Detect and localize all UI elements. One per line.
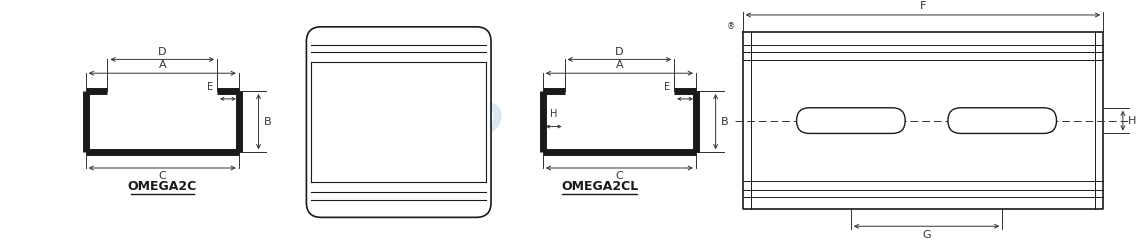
Text: D: D: [157, 47, 167, 56]
Text: A: A: [159, 60, 167, 70]
Text: G: G: [922, 230, 931, 240]
FancyBboxPatch shape: [307, 27, 491, 217]
Text: ®: ®: [727, 22, 735, 31]
Text: C: C: [615, 171, 623, 181]
Text: OMEGA2C: OMEGA2C: [128, 180, 197, 193]
Text: C: C: [159, 171, 167, 181]
Text: H: H: [550, 109, 558, 119]
Text: E: E: [664, 82, 670, 92]
Text: OMEGA2CL: OMEGA2CL: [561, 180, 638, 193]
Text: EHSCO: EHSCO: [343, 101, 503, 143]
FancyBboxPatch shape: [796, 108, 905, 134]
Text: A: A: [615, 60, 623, 70]
Text: B: B: [721, 117, 728, 127]
Text: F: F: [920, 1, 926, 11]
Text: B: B: [264, 117, 272, 127]
Text: D: D: [615, 47, 624, 56]
Text: E: E: [207, 82, 213, 92]
Text: H: H: [1127, 116, 1136, 126]
FancyBboxPatch shape: [948, 108, 1057, 134]
